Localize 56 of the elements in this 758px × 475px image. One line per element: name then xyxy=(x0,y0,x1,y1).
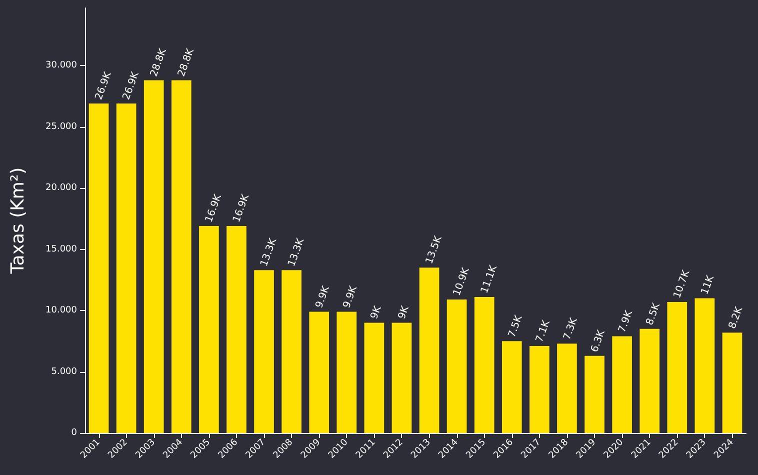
bar xyxy=(226,226,246,433)
data-label: 7.5K xyxy=(506,314,525,340)
data-label: 8.2K xyxy=(727,305,746,330)
y-tick-label: 0 xyxy=(71,428,78,438)
data-label: 16.9K xyxy=(204,192,224,224)
bar xyxy=(309,312,330,433)
bar xyxy=(502,341,522,433)
data-label: 13.3K xyxy=(286,236,307,268)
data-label: 7.1K xyxy=(534,318,552,344)
data-label: 16.9K xyxy=(231,192,252,224)
y-tick-label: 30.000 xyxy=(46,60,78,71)
y-tick-label: 10.000 xyxy=(46,306,78,316)
data-label: 13.5K xyxy=(424,234,444,266)
bar xyxy=(557,344,577,433)
data-label: 8.5K xyxy=(644,301,663,327)
bar xyxy=(116,104,136,433)
bar xyxy=(392,322,412,433)
data-label: 28.8K xyxy=(148,46,170,78)
data-label: 10.7K xyxy=(672,268,692,300)
bar xyxy=(171,80,192,433)
y-tick-label: 15.000 xyxy=(46,244,78,254)
bar xyxy=(88,104,109,433)
bar xyxy=(530,346,550,433)
bar xyxy=(336,312,357,433)
data-label: 6.3K xyxy=(589,328,608,354)
data-label: 9K xyxy=(396,304,412,321)
data-label: 9.9K xyxy=(341,284,360,310)
data-label: 26.9K xyxy=(121,70,142,102)
data-label: 10.9K xyxy=(452,266,472,298)
data-label: 9K xyxy=(369,304,384,321)
y-axis-title: Taxas (Km²) xyxy=(8,167,28,275)
bar xyxy=(419,268,440,433)
y-tick-label: 25.000 xyxy=(46,122,78,132)
bar xyxy=(667,302,688,433)
bar xyxy=(722,332,742,433)
y-tick-label: 5.000 xyxy=(51,366,78,377)
data-label: 9.9K xyxy=(314,284,332,310)
data-label: 7.9K xyxy=(616,308,636,334)
data-label: 13.3K xyxy=(258,236,280,268)
bar xyxy=(144,80,164,433)
bar xyxy=(254,270,274,433)
data-label: 11K xyxy=(700,274,717,296)
bar xyxy=(199,226,219,433)
data-label: 28.8K xyxy=(176,46,197,78)
bar xyxy=(584,356,604,433)
bar xyxy=(640,328,660,433)
data-label: 7.3K xyxy=(562,316,580,342)
data-label: 26.9K xyxy=(94,70,114,102)
y-tick-label: 20.000 xyxy=(46,183,78,194)
data-label: 11.1K xyxy=(479,264,500,295)
bar xyxy=(364,322,384,433)
bar xyxy=(446,300,467,433)
bar xyxy=(474,297,494,433)
bar xyxy=(282,270,302,433)
bar xyxy=(612,336,632,433)
bar xyxy=(694,298,715,433)
